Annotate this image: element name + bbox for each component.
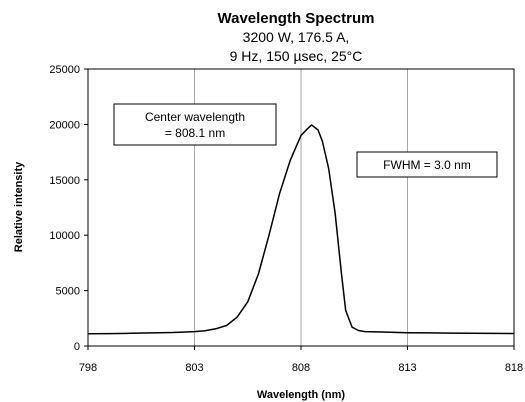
annotation-center-wavelength: Center wavelength = 808.1 nm — [113, 103, 277, 146]
series-group — [87, 124, 515, 335]
y-tick-label-1: 5000 — [56, 286, 80, 298]
annotation-fwhm: FWHM = 3.0 nm — [356, 151, 498, 178]
y-tick-label-3: 15000 — [49, 175, 80, 187]
x-axis: 798 803 808 813 818 — [79, 346, 523, 374]
chart-subtitle-line-1: 3200 W, 176.5 A, — [243, 29, 350, 45]
x-axis-label: Wavelength (nm) — [257, 389, 346, 401]
chart-subtitle-line-2: 9 Hz, 150 µsec, 25°C — [230, 48, 363, 64]
annotation-center-wavelength-box — [113, 103, 277, 146]
y-axis-label: Relative intensity — [13, 161, 25, 252]
annotation-center-wavelength-line-1: Center wavelength — [145, 110, 245, 124]
x-tick-label-0: 798 — [79, 362, 97, 374]
y-axis: 0 5000 10000 15000 20000 25000 — [49, 64, 88, 353]
y-tick-label-2: 10000 — [49, 230, 80, 242]
annotation-center-wavelength-line-2: = 808.1 nm — [165, 126, 225, 140]
x-tick-label-2: 808 — [292, 362, 310, 374]
x-tick-label-3: 813 — [398, 362, 416, 374]
y-tick-label-0: 0 — [74, 341, 80, 353]
annotation-fwhm-text: FWHM = 3.0 nm — [383, 158, 471, 172]
annotation-fwhm-box — [356, 151, 498, 178]
chart-title: Wavelength Spectrum — [218, 10, 375, 27]
y-tick-label-5: 25000 — [49, 64, 80, 76]
x-tick-label-1: 803 — [185, 362, 203, 374]
y-tick-label-4: 20000 — [49, 119, 80, 131]
x-tick-label-4: 818 — [505, 362, 523, 374]
series-line-0 — [87, 124, 515, 335]
